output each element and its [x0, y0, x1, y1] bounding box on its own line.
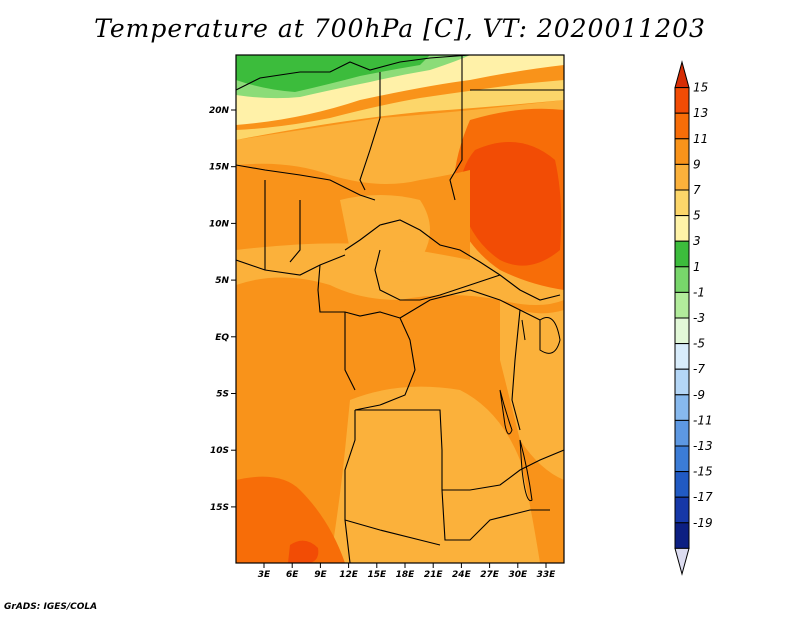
lon-label: 30E	[508, 570, 528, 580]
colorbar-segment	[674, 419, 690, 447]
colorbar-segment	[674, 240, 690, 268]
colorbar-label: 7	[693, 183, 701, 197]
lon-label: 18E	[396, 570, 416, 580]
lon-label: 24E	[452, 570, 472, 580]
field-chad-light-orange	[340, 195, 430, 262]
colorbar-label: 13	[693, 106, 708, 120]
colorbar-segment	[674, 215, 690, 242]
colorbar-label: 5	[693, 209, 701, 223]
field-north-green	[236, 55, 430, 92]
colorbar-label: 11	[693, 132, 708, 146]
colorbar-label: -3	[693, 311, 705, 325]
lat-label: 5N	[215, 276, 229, 286]
colorbar-label: -17	[693, 490, 713, 504]
colorbar: 15 13 11 9 7 5 3 1 -1 -3 -5 -7 -9 -11 -13 -15 -17 -19	[674, 60, 713, 576]
country-borders	[236, 55, 564, 563]
lon-label: 15E	[367, 570, 387, 580]
lat-label: 10N	[209, 219, 230, 229]
colorbar-segment	[674, 266, 690, 293]
map-frame	[235, 54, 565, 564]
colorbar-segment	[674, 317, 690, 345]
lon-label: 21E	[424, 570, 444, 580]
lat-label: 15S	[210, 503, 229, 513]
field-ne-red	[459, 142, 562, 266]
colorbar-segment	[674, 189, 690, 217]
grads-credit: GrADS: IGES/COLA	[4, 602, 98, 612]
lon-label: 27E	[480, 570, 500, 580]
lat-label: 20N	[209, 106, 230, 116]
colorbar-segment	[674, 445, 690, 473]
colorbar-segment	[674, 471, 690, 498]
chart-title: Temperature at 700hPa [C], VT: 202001120…	[94, 14, 706, 43]
colorbar-label: -7	[693, 362, 705, 376]
lat-label: EQ	[215, 333, 229, 343]
lat-label: 15N	[209, 163, 230, 173]
lon-label: 33E	[537, 570, 557, 580]
lakes	[499, 317, 561, 502]
field-sw-red	[288, 540, 319, 563]
colorbar-segment	[674, 291, 690, 319]
lon-label: 9E	[314, 570, 327, 580]
colorbar-segment	[674, 522, 690, 549]
colorbar-segment	[674, 368, 690, 396]
colorbar-label: -9	[693, 388, 705, 402]
colorbar-label: 1	[693, 260, 701, 274]
colorbar-bottom-arrow	[674, 547, 690, 576]
field-sw-dark-orange	[236, 476, 345, 563]
colorbar-label: -5	[693, 337, 705, 351]
field-north-yellow	[236, 80, 564, 140]
colorbar-segment	[674, 87, 690, 114]
colorbar-segment	[674, 343, 690, 370]
colorbar-segment	[674, 138, 690, 165]
colorbar-label: -11	[693, 413, 713, 427]
colorbar-label: 3	[693, 234, 701, 248]
colorbar-label: 15	[693, 81, 708, 95]
temperature-field	[236, 55, 564, 563]
lat-label: 10S	[210, 446, 229, 456]
colorbar-segment	[674, 112, 690, 140]
field-center-light-orange	[330, 386, 540, 563]
colorbar-label: -1	[693, 285, 705, 299]
colorbar-segment	[674, 163, 690, 191]
latitude-labels: 20N 15N 10N 5N EQ 5S 10S 15S	[209, 106, 236, 513]
colorbar-label: -15	[693, 465, 713, 479]
colorbar-label: -13	[693, 439, 713, 453]
lon-label: 6E	[286, 570, 299, 580]
lon-label: 3E	[258, 570, 271, 580]
lat-label: 5S	[216, 390, 229, 400]
colorbar-top-arrow	[674, 60, 690, 89]
colorbar-label: 9	[693, 157, 701, 171]
colorbar-segment	[674, 496, 690, 524]
lon-label: 12E	[339, 570, 359, 580]
colorbar-segment	[674, 394, 690, 421]
colorbar-label: -19	[693, 516, 713, 530]
longitude-labels: 3E 6E 9E 12E 15E 18E 21E 24E 27E 30E 33E	[258, 563, 556, 580]
